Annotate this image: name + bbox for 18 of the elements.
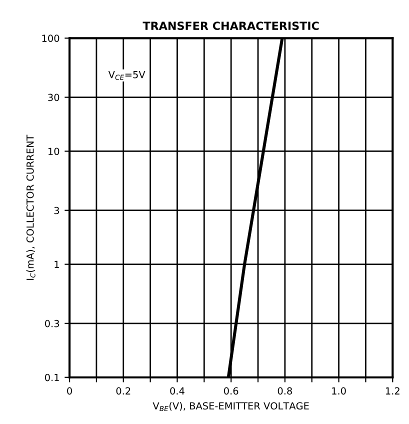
x-tick-label: 0.2 — [116, 387, 130, 395]
x-tick-label: 0.8 — [278, 387, 292, 395]
y-tick-label: 0.1 — [44, 374, 59, 382]
x-axis-title: V$_{BE}$(V), BASE-EMITTER VOLTAGE — [152, 402, 309, 412]
y-tick-label: 0.3 — [44, 320, 60, 328]
annotation: V$_{CE}$=5V — [108, 71, 146, 80]
x-tick-label: 1.2 — [386, 387, 400, 394]
x-tick-label: 1.0 — [332, 387, 346, 395]
chart-title: TRANSFER CHARACTERISTIC — [142, 22, 319, 30]
y-tick-label: 10 — [48, 148, 60, 156]
x-tick-label: 0.6 — [224, 387, 238, 395]
y-tick-label: 100 — [42, 34, 60, 42]
x-tick-label: 0.4 — [170, 387, 184, 395]
y-tick-label: 30 — [48, 94, 60, 102]
y-tick-label: 1 — [54, 260, 59, 268]
y-axis-title: I$_{C}$(mA), COLLECTOR CURRENT — [26, 134, 36, 280]
y-tick-label: 3 — [54, 206, 60, 214]
x-tick-label: 0 — [67, 387, 72, 395]
